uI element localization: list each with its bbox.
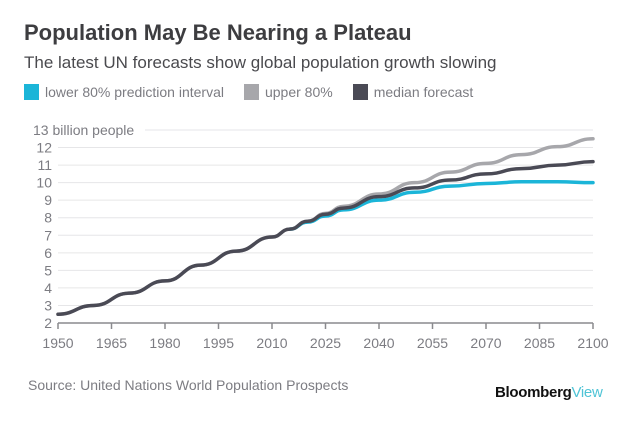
gridlines <box>58 129 593 306</box>
y-tick-label: 5 <box>44 262 52 278</box>
y-tick-label: 11 <box>37 157 52 173</box>
logo-main: Bloomberg <box>495 384 572 401</box>
legend: lower 80% prediction interval upper 80% … <box>24 84 493 100</box>
bloomberg-view-logo: BloombergView <box>495 384 603 401</box>
source-note: Source: United Nations World Population … <box>28 377 349 393</box>
y-tick-label: 13 billion people <box>33 122 134 138</box>
legend-item-upper: upper 80% <box>243 84 333 100</box>
series-lines <box>56 137 595 316</box>
legend-item-lower: lower 80% prediction interval <box>24 84 224 100</box>
series-line-median-forecast <box>56 159 595 316</box>
legend-swatch-lower <box>24 84 39 100</box>
chart-subtitle: The latest UN forecasts show global popu… <box>24 53 497 72</box>
x-tick-label: 1980 <box>149 335 180 351</box>
legend-label-median: median forecast <box>373 84 474 100</box>
y-tick-label: 8 <box>44 210 52 226</box>
x-tick-label: 1965 <box>96 335 127 351</box>
chart-title: Population May Be Nearing a Plateau <box>24 20 412 45</box>
x-tick-label: 2025 <box>310 335 341 351</box>
legend-swatch-median <box>352 84 368 100</box>
x-tick-label: 1950 <box>42 335 73 351</box>
x-tick-label: 2010 <box>256 335 287 351</box>
x-tick-label: 2055 <box>417 335 448 351</box>
y-tick-label: 12 <box>36 140 52 156</box>
series-line-lower-80-prediction-interval <box>288 180 595 231</box>
y-tick-label: 2 <box>44 315 52 331</box>
x-tick-label: 2100 <box>577 335 608 351</box>
legend-label-lower: lower 80% prediction interval <box>45 84 224 100</box>
y-tick-label: 7 <box>44 227 52 243</box>
x-tick-label: 1995 <box>203 335 234 351</box>
legend-item-median: median forecast <box>352 84 474 100</box>
y-tick-label: 6 <box>44 245 52 261</box>
legend-swatch-upper <box>243 84 259 100</box>
x-tick-label: 2070 <box>470 335 501 351</box>
y-tick-label: 4 <box>44 280 52 296</box>
x-axis: 1950 1965 1980 1995 2010 2025 2040 2055 2070 2085… <box>42 322 609 351</box>
y-tick-label: 9 <box>44 192 52 208</box>
x-tick-label: 2040 <box>363 335 394 351</box>
y-tick-label: 3 <box>44 297 52 313</box>
logo-accent: View <box>571 384 603 401</box>
x-tick-label: 2085 <box>524 335 555 351</box>
legend-label-upper: upper 80% <box>264 84 333 100</box>
y-tick-label: 10 <box>36 175 52 191</box>
